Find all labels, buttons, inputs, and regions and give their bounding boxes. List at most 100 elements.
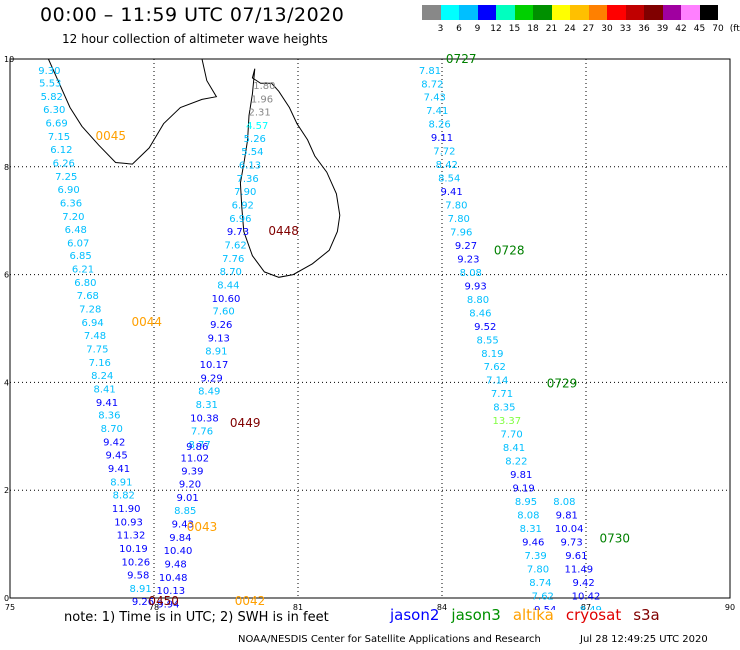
wave-height-value: 8.44 xyxy=(217,280,239,291)
pass-number-label: 0448 xyxy=(268,224,299,238)
y-tick-label: 4 xyxy=(4,378,9,387)
wave-height-value: 9.46 xyxy=(522,537,544,548)
pass-number-label: 0449 xyxy=(230,416,261,430)
wave-height-value: 8.24 xyxy=(91,371,113,382)
wave-height-value: 6.36 xyxy=(60,198,82,209)
pass-number-label: 0043 xyxy=(187,520,218,534)
wave-height-value: 7.70 xyxy=(500,430,522,441)
wave-height-value: 10.04 xyxy=(555,524,584,535)
wave-height-value: 13.37 xyxy=(492,416,521,427)
wave-height-value: 9.43 xyxy=(172,520,194,531)
generated-timestamp: Jul 28 12:49:25 UTC 2020 xyxy=(580,634,708,645)
color-swatch xyxy=(533,5,552,20)
wave-height-value: 7.62 xyxy=(224,240,246,251)
pass-number-label: 0729 xyxy=(547,377,578,391)
wave-height-value: 9.81 xyxy=(556,511,578,522)
credit-line: NOAA/NESDIS Center for Satellite Applica… xyxy=(238,634,541,645)
wave-height-value: 6.69 xyxy=(45,119,67,130)
wave-height-value: 7.43 xyxy=(424,93,446,104)
wave-height-value: 8.80 xyxy=(467,295,489,306)
color-swatch xyxy=(662,5,681,20)
pass-number-label: 0045 xyxy=(96,129,127,143)
color-swatch xyxy=(514,5,533,20)
page-subtitle: 12 hour collection of altimeter wave hei… xyxy=(62,32,328,46)
wave-height-value: 5.82 xyxy=(41,92,63,103)
wave-height-value: 7.60 xyxy=(212,307,234,318)
color-swatch xyxy=(588,5,607,20)
x-tick-label: 90 xyxy=(725,603,735,610)
legend-entry-altika: altika xyxy=(512,606,554,624)
wave-height-value: 8.82 xyxy=(113,491,135,502)
wave-height-value: 2.31 xyxy=(248,107,270,118)
wave-height-value: 7.96 xyxy=(450,228,472,239)
color-scale-label: 12 xyxy=(490,24,502,34)
wave-height-value: 7.20 xyxy=(62,212,84,223)
color-swatch xyxy=(459,5,478,20)
wave-height-value: 9.73 xyxy=(560,537,582,548)
wave-height-value: 10.19 xyxy=(119,544,148,555)
wave-height-value: 7.16 xyxy=(89,358,111,369)
color-scale-label: (ft) xyxy=(729,24,740,34)
wave-height-value: 9.81 xyxy=(510,470,532,481)
x-tick-label: 84 xyxy=(437,603,447,610)
wave-height-value: 8.08 xyxy=(517,511,539,522)
wave-height-value: 11.49 xyxy=(564,564,593,575)
color-swatch xyxy=(440,5,459,20)
wave-height-value: 7.75 xyxy=(86,344,108,355)
wave-height-value: 7.36 xyxy=(236,174,258,185)
altimeter-map[interactable]: 75 78 81 84 87 9002468109.305.535.826.306.697… xyxy=(0,0,740,610)
pass-number-label: 0044 xyxy=(132,315,163,329)
wave-height-value: 8.31 xyxy=(520,524,542,535)
pass-number-label: 0730 xyxy=(600,532,631,546)
wave-height-value: 6.21 xyxy=(72,265,94,276)
wave-height-value: 9.27 xyxy=(455,241,477,252)
wave-height-value: 7.80 xyxy=(527,564,549,575)
wave-height-value: 9.26 xyxy=(132,597,154,608)
wave-height-value: 10.93 xyxy=(114,518,143,529)
legend-entry-jason2: jason2 xyxy=(390,606,440,624)
color-scale-label: 21 xyxy=(545,24,558,34)
wave-height-value: 1.80 xyxy=(253,81,275,92)
wave-height-value: 7.28 xyxy=(79,305,101,316)
color-scale-label: 6 xyxy=(456,24,462,34)
wave-height-value: 11.02 xyxy=(180,453,209,464)
wave-height-value: 7.14 xyxy=(486,376,508,387)
legend-entry-jason3: jason3 xyxy=(451,606,501,624)
wave-height-value: 9.45 xyxy=(105,451,127,462)
wave-height-value: 8.74 xyxy=(529,578,551,589)
wave-height-value: 10.38 xyxy=(190,413,219,424)
wave-height-value: 9.93 xyxy=(464,281,486,292)
color-scale-label: 42 xyxy=(675,24,687,34)
color-swatch xyxy=(644,5,663,20)
wave-height-value: 10.48 xyxy=(159,573,188,584)
wave-height-value: 8.77 xyxy=(188,440,210,451)
wave-height-value: 6.80 xyxy=(74,278,96,289)
wave-height-value: 9.86 xyxy=(186,442,208,453)
wave-height-value: 1.96 xyxy=(251,94,273,105)
color-scale-label: 24 xyxy=(564,24,576,34)
wave-height-value: 9.19 xyxy=(512,484,534,495)
wave-height-value: 7.41 xyxy=(426,106,448,117)
wave-height-value: 8.49 xyxy=(580,605,602,610)
footnote: note: 1) Time is in UTC; 2) SWH is in fe… xyxy=(64,610,329,625)
color-swatch xyxy=(422,5,441,20)
wave-height-value: 9.01 xyxy=(176,493,198,504)
color-swatch xyxy=(496,5,515,20)
wave-height-value: 9.20 xyxy=(179,480,201,491)
wave-height-value: 9.52 xyxy=(474,322,496,333)
wave-height-value: 7.76 xyxy=(222,254,244,265)
x-tick-label: 78 xyxy=(149,603,159,610)
color-scale-label: 3 xyxy=(437,24,444,34)
wave-height-value: 8.22 xyxy=(505,457,527,468)
wave-height-value: 9.41 xyxy=(440,187,462,198)
wave-height-value: 7.76 xyxy=(191,426,213,437)
wave-height-value: 7.15 xyxy=(48,132,70,143)
wave-height-value: 6.96 xyxy=(229,214,251,225)
color-scale-label: 70 xyxy=(712,24,724,34)
wave-height-value: 9.23 xyxy=(457,254,479,265)
wave-height-value: 6.90 xyxy=(57,185,79,196)
wave-height-value: 9.30 xyxy=(38,66,60,77)
wave-height-value: 9.48 xyxy=(164,560,186,571)
color-scale-label: 18 xyxy=(527,24,539,34)
wave-height-value: 10.17 xyxy=(200,360,229,371)
